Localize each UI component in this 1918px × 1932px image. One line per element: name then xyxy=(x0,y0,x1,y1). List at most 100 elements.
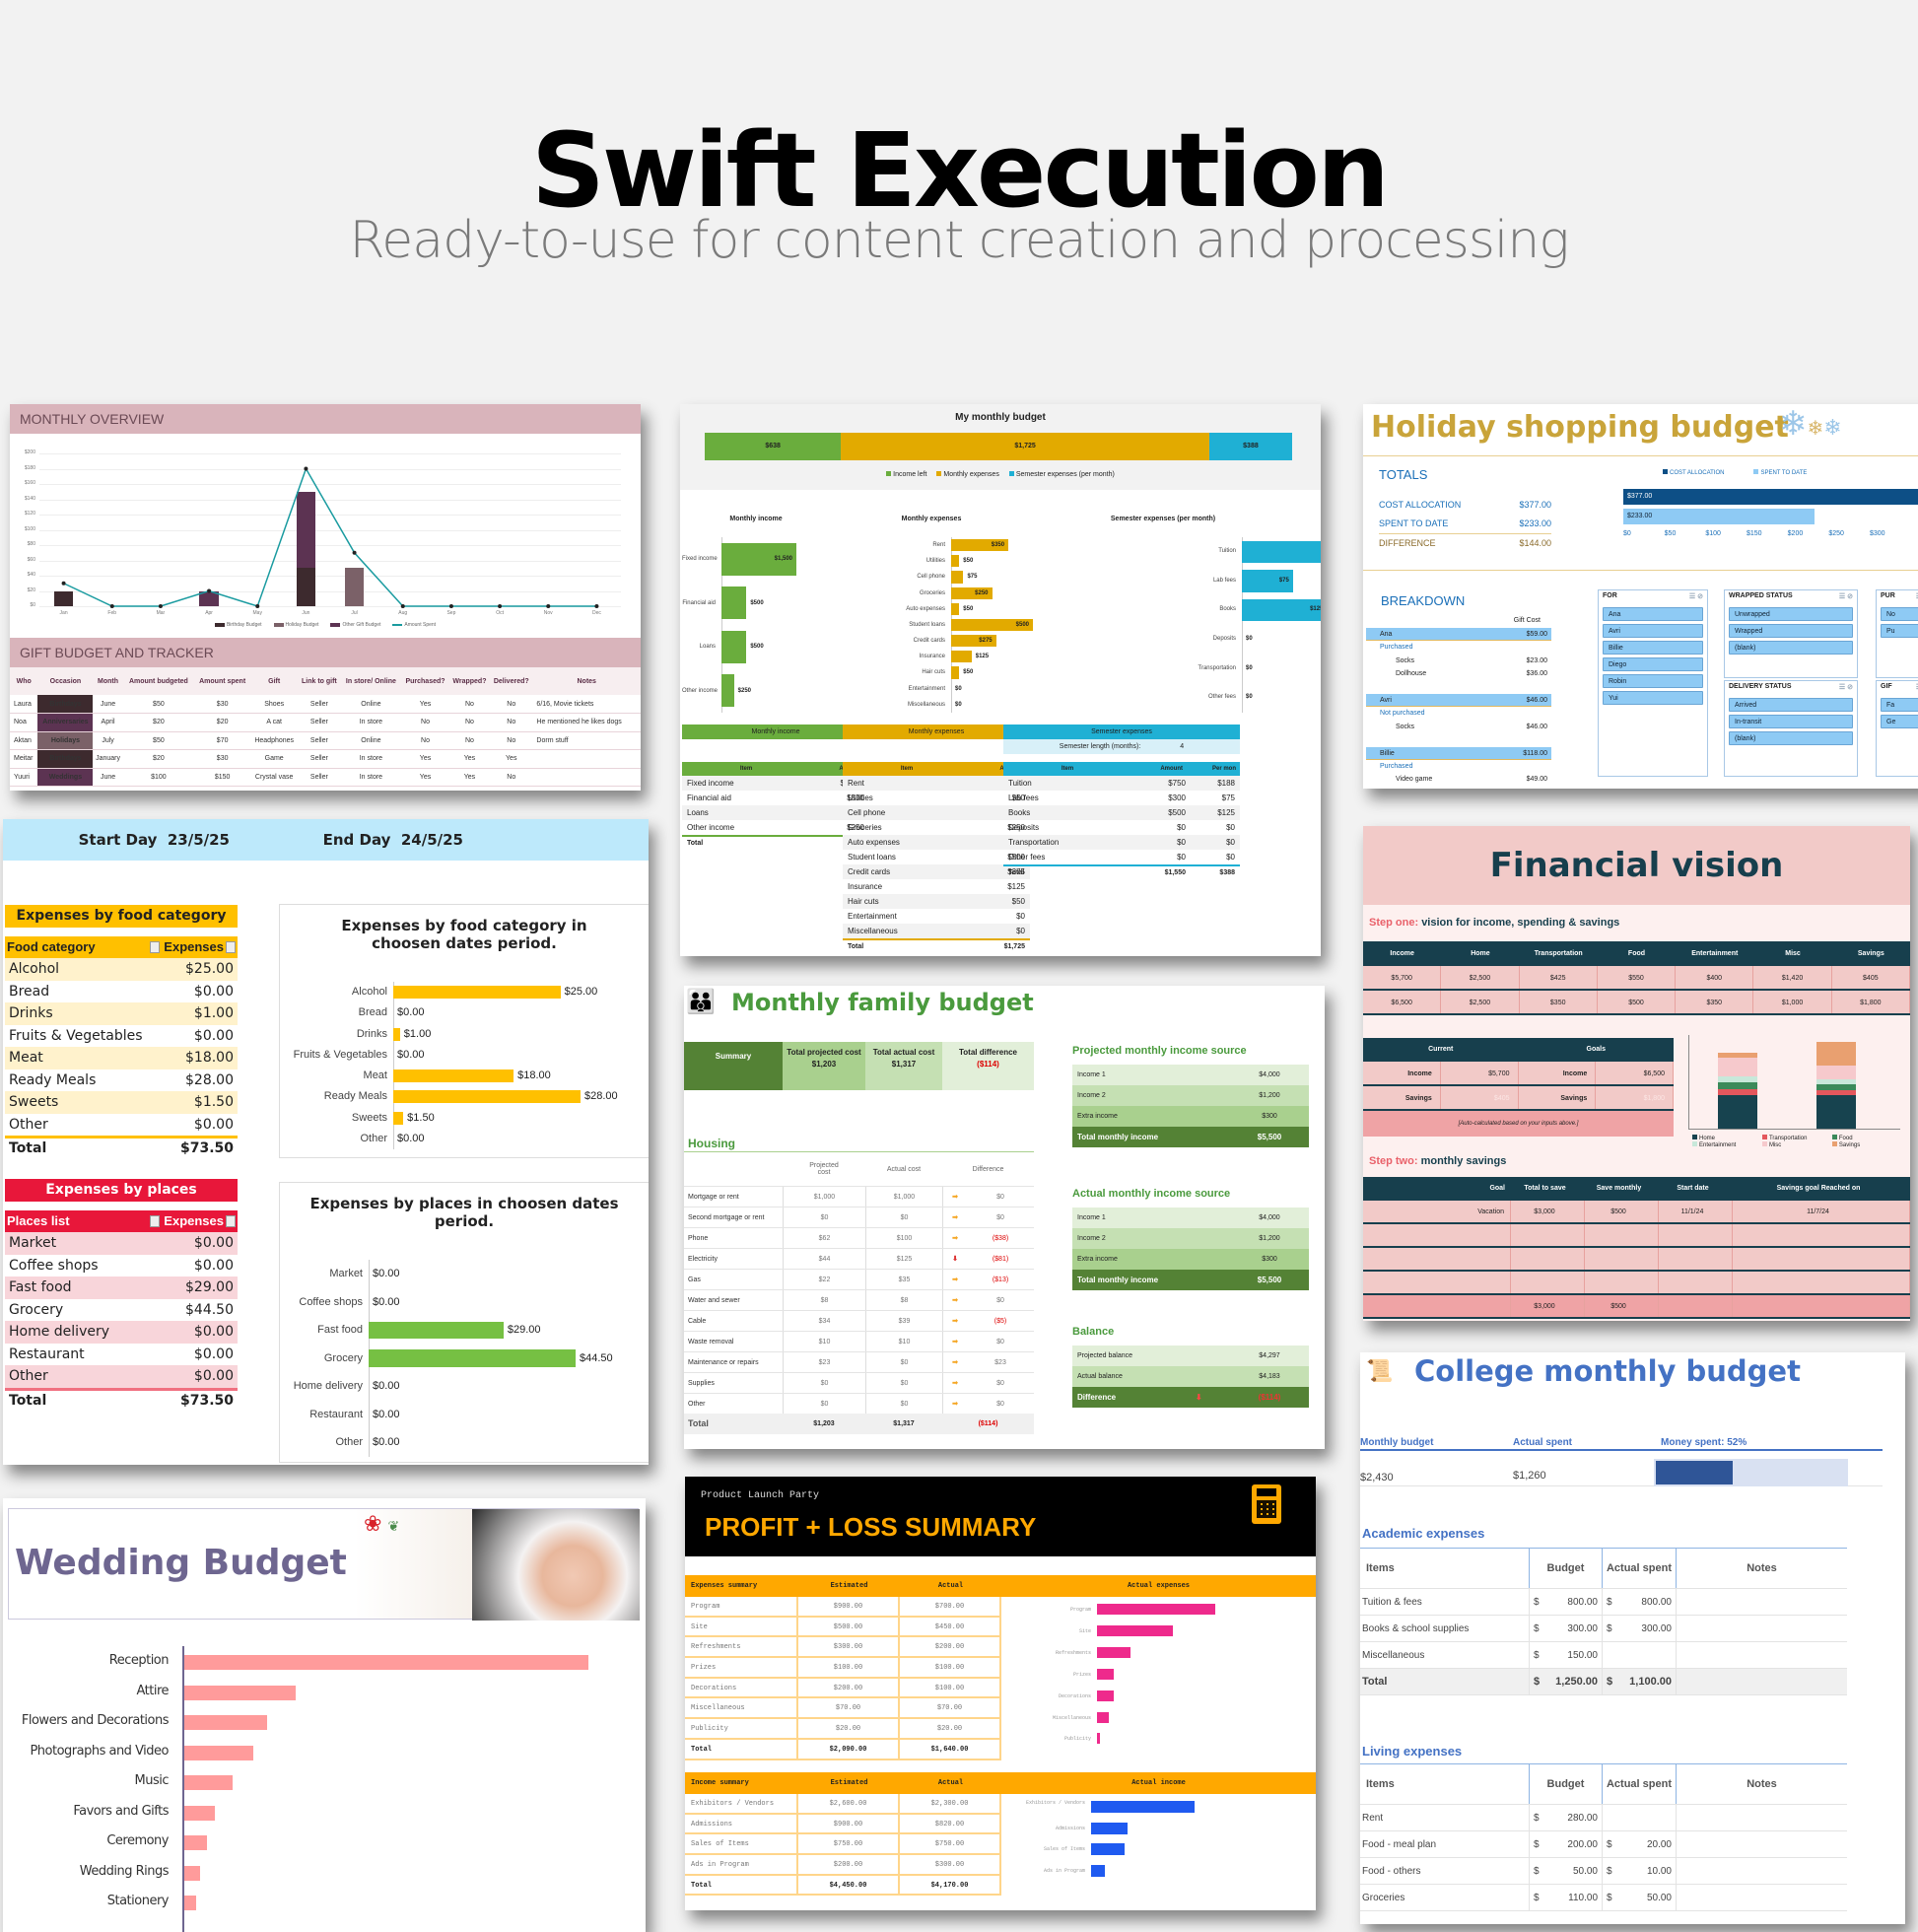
table-row: Restaurant $0.00 xyxy=(5,1343,238,1365)
gridline xyxy=(39,468,621,470)
slicer-item[interactable]: Yui xyxy=(1603,691,1703,705)
filter-dropdown-icon xyxy=(150,941,161,953)
bar-value: $0.00 xyxy=(397,1006,425,1019)
estimated-cell: $2,090.00 xyxy=(798,1739,900,1760)
slicer-item[interactable]: No xyxy=(1881,607,1918,621)
panel-value: $1,200 xyxy=(1259,1235,1280,1242)
legend-item: Amount Spent xyxy=(392,622,436,628)
budget-tables: Monthly incomeItemAmountFixed income$1,5… xyxy=(680,724,1321,951)
store-cell: In store xyxy=(340,768,402,787)
table-body: Tuition $750 $188 Lab fees $300 $75 Books $500 $… xyxy=(1003,776,1240,864)
value-cell: 11/7/24 xyxy=(1733,1201,1910,1222)
budget-value: 110.00 xyxy=(1568,1893,1598,1903)
panel-label: Actual balance xyxy=(1077,1373,1123,1380)
arrow-down-icon: ⬇ xyxy=(1196,1393,1202,1402)
column-header: Actual xyxy=(937,1582,964,1590)
slicer-item[interactable]: Ge xyxy=(1881,715,1918,728)
panel-row: Income 2 $1,200 xyxy=(1072,1085,1309,1106)
vision-title: Financial vision xyxy=(1363,826,1910,905)
bar-value: $0.00 xyxy=(373,1380,400,1393)
breakdown-row: Ana $59.00 xyxy=(1366,628,1551,642)
bar-label: Tuition xyxy=(1218,548,1236,554)
slicer-item[interactable]: Wrapped xyxy=(1729,624,1853,638)
total-label: Total xyxy=(9,1392,47,1409)
actual-value: 1,100.00 xyxy=(1629,1676,1672,1688)
x-tick: May xyxy=(252,610,262,616)
difference-value: $0 xyxy=(996,1380,1004,1387)
amount-cell: $50 xyxy=(1011,897,1025,906)
table-wrap: Expenses by places Places list Expenses Mar… xyxy=(5,1179,238,1411)
slicer-item[interactable]: Billie xyxy=(1603,641,1703,655)
housing-title: Housing xyxy=(688,1137,735,1150)
act-label: Total actual cost xyxy=(872,1048,935,1057)
bar-value: $75 xyxy=(967,574,978,581)
chart-title: Actual expenses xyxy=(1127,1582,1190,1590)
table-header: Items Budget Actual spent Notes xyxy=(1360,1549,1847,1589)
bar-value: $0 xyxy=(1246,636,1253,642)
item-cell: Food - meal plan xyxy=(1362,1839,1437,1850)
difference-value: $23 xyxy=(994,1359,1006,1366)
purchased-cell: Yes xyxy=(401,749,449,769)
bar xyxy=(369,1349,576,1367)
gridline xyxy=(39,545,621,546)
notes-cell xyxy=(1676,1805,1847,1830)
slicer-item[interactable]: Fa xyxy=(1881,698,1918,712)
bar xyxy=(951,571,964,584)
table-row: Fast food $29.00 xyxy=(5,1276,238,1299)
monthly-budget-value: $2,430 xyxy=(1360,1472,1394,1484)
per-cell: $0 xyxy=(1226,838,1235,847)
slicer-item[interactable]: Arrived xyxy=(1729,698,1853,712)
label-cell: Total xyxy=(685,1739,798,1760)
bar-value: $1.00 xyxy=(403,1027,432,1040)
chart-title: Expenses by food category in choosen dat… xyxy=(341,917,587,952)
table-row: Cell phone$75 xyxy=(843,805,1030,820)
per-cell: $125 xyxy=(1217,808,1235,817)
slicer-item[interactable]: In-transit xyxy=(1729,715,1853,728)
bar-label: Other xyxy=(360,1132,387,1144)
total-label: Total xyxy=(9,1140,47,1156)
axis-line xyxy=(182,1646,184,1932)
table-row: Deposits $0 $0 xyxy=(1003,820,1240,835)
value-cell: $1,800 xyxy=(1596,1086,1674,1109)
breakdown-row: Purchased xyxy=(1366,641,1551,654)
notes-cell xyxy=(1676,1831,1847,1857)
slicer-item[interactable]: Robin xyxy=(1603,674,1703,688)
stack-segment xyxy=(1816,1095,1856,1129)
slicer-item[interactable]: Ana xyxy=(1603,607,1703,621)
slicer-item[interactable]: Diego xyxy=(1603,657,1703,671)
name-cell: Ready Meals xyxy=(9,1071,97,1088)
currency xyxy=(1607,1642,1620,1668)
table-row: Meat $18.00 xyxy=(5,1047,238,1070)
panel-label: Income 1 xyxy=(1077,1214,1106,1221)
vision-stacked-chart: Home Transportation Food Entertainment Misc S… xyxy=(1688,1033,1900,1171)
total-row: Total$2,750 xyxy=(682,835,869,850)
bar-label: Reception xyxy=(108,1653,170,1668)
budget-table: Monthly expensesItemAmountRent$350Utilit… xyxy=(843,724,1030,953)
arrow-right-icon: ➡ xyxy=(952,1297,958,1304)
places-table: Expenses by places Places list Expenses Mar… xyxy=(5,1179,238,1411)
slicer-item[interactable]: Unwrapped xyxy=(1729,607,1853,621)
occasion-cell: Anniversaries xyxy=(37,713,94,732)
slicer-item[interactable]: (blank) xyxy=(1729,731,1853,745)
item-cell: Tuition & fees xyxy=(1362,1597,1422,1608)
x-tick: $200 xyxy=(1787,530,1804,537)
gridline xyxy=(39,499,621,501)
table-title: Expenses by places xyxy=(5,1179,238,1202)
bar-label: Student loans xyxy=(909,621,945,628)
column-header: Budget xyxy=(1529,1549,1602,1588)
proj-value: $1,203 xyxy=(811,1060,837,1069)
link-cell: Seller xyxy=(298,768,341,787)
breakdown-name: Video game xyxy=(1396,776,1433,784)
bar-value: $250 xyxy=(737,687,752,694)
budget-value: 50.00 xyxy=(1572,1866,1598,1877)
column-header: Notes xyxy=(1676,1764,1847,1804)
slicer-item[interactable]: Pu xyxy=(1881,624,1918,638)
item-cell: Rent xyxy=(1362,1813,1384,1824)
slicer-item[interactable]: (blank) xyxy=(1729,641,1853,655)
breakdown-name: Not purchased xyxy=(1380,710,1425,718)
table-header: Food category Expenses xyxy=(5,936,238,958)
stack-bar xyxy=(53,590,74,606)
item-cell: Miscellaneous xyxy=(848,927,898,935)
bar xyxy=(1091,1864,1105,1877)
slicer-item[interactable]: Avri xyxy=(1603,624,1703,638)
